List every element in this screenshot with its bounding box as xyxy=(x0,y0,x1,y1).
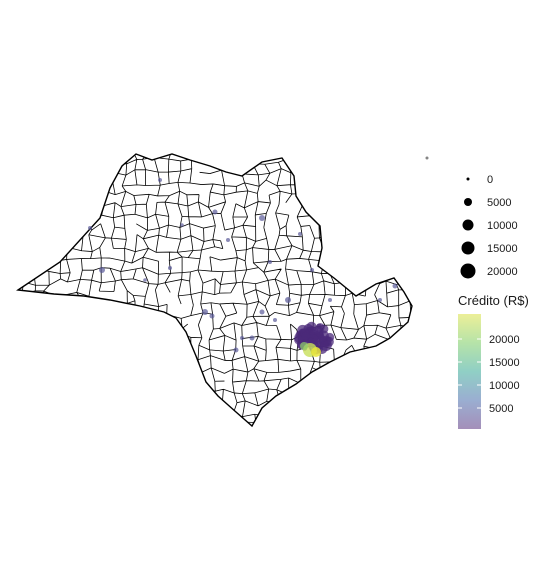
credit-point xyxy=(212,209,218,215)
credit-point xyxy=(180,223,184,227)
credit-point xyxy=(328,298,332,302)
credit-point xyxy=(88,226,92,230)
color-bar-ticks xyxy=(458,338,481,409)
credit-point xyxy=(321,339,329,348)
credit-point xyxy=(99,267,105,273)
size-legend-symbol-10000 xyxy=(462,219,474,231)
size-legend-label-20000: 20000 xyxy=(487,266,518,278)
credit-point xyxy=(316,323,322,329)
color-legend-label-20000: 20000 xyxy=(489,334,520,346)
credit-point xyxy=(249,335,255,341)
credit-point xyxy=(233,347,239,353)
size-legend-symbol-0 xyxy=(466,177,470,181)
size-legend-label-10000: 10000 xyxy=(487,220,518,232)
size-legend-label-15000: 15000 xyxy=(487,243,518,255)
color-legend: Crédito (R$) 20000 15000 10000 5000 xyxy=(458,293,529,429)
credit-point xyxy=(202,309,208,315)
color-legend-label-10000: 10000 xyxy=(489,380,520,392)
credit-point xyxy=(300,342,308,350)
credit-point xyxy=(259,215,265,221)
credit-point xyxy=(143,278,147,282)
credit-point xyxy=(158,178,162,182)
credit-point xyxy=(268,260,272,264)
size-legend: 0 5000 10000 15000 20000 xyxy=(460,174,518,279)
credit-point xyxy=(226,238,230,242)
color-legend-title: Crédito (R$) xyxy=(458,293,529,308)
credit-point xyxy=(285,297,291,303)
credit-point xyxy=(298,232,302,236)
credit-point xyxy=(168,266,172,270)
credit-point xyxy=(209,313,215,319)
size-legend-label-5000: 5000 xyxy=(487,197,511,209)
credit-point xyxy=(425,156,429,160)
credit-point xyxy=(240,336,244,340)
color-bar xyxy=(458,314,481,429)
credit-point xyxy=(313,326,324,337)
credit-points xyxy=(88,156,429,357)
credit-point xyxy=(273,318,277,322)
credit-point xyxy=(310,268,314,272)
size-legend-symbol-5000 xyxy=(464,198,472,206)
credit-point xyxy=(311,347,321,357)
credit-point xyxy=(301,331,310,341)
color-legend-label-5000: 5000 xyxy=(489,403,513,415)
size-legend-symbol-15000 xyxy=(461,241,475,255)
size-legend-symbol-20000 xyxy=(460,263,476,279)
credit-point xyxy=(259,309,265,315)
size-legend-label-0: 0 xyxy=(487,174,493,186)
credit-point xyxy=(378,298,382,302)
color-legend-label-15000: 15000 xyxy=(489,357,520,369)
credit-point xyxy=(392,283,398,289)
